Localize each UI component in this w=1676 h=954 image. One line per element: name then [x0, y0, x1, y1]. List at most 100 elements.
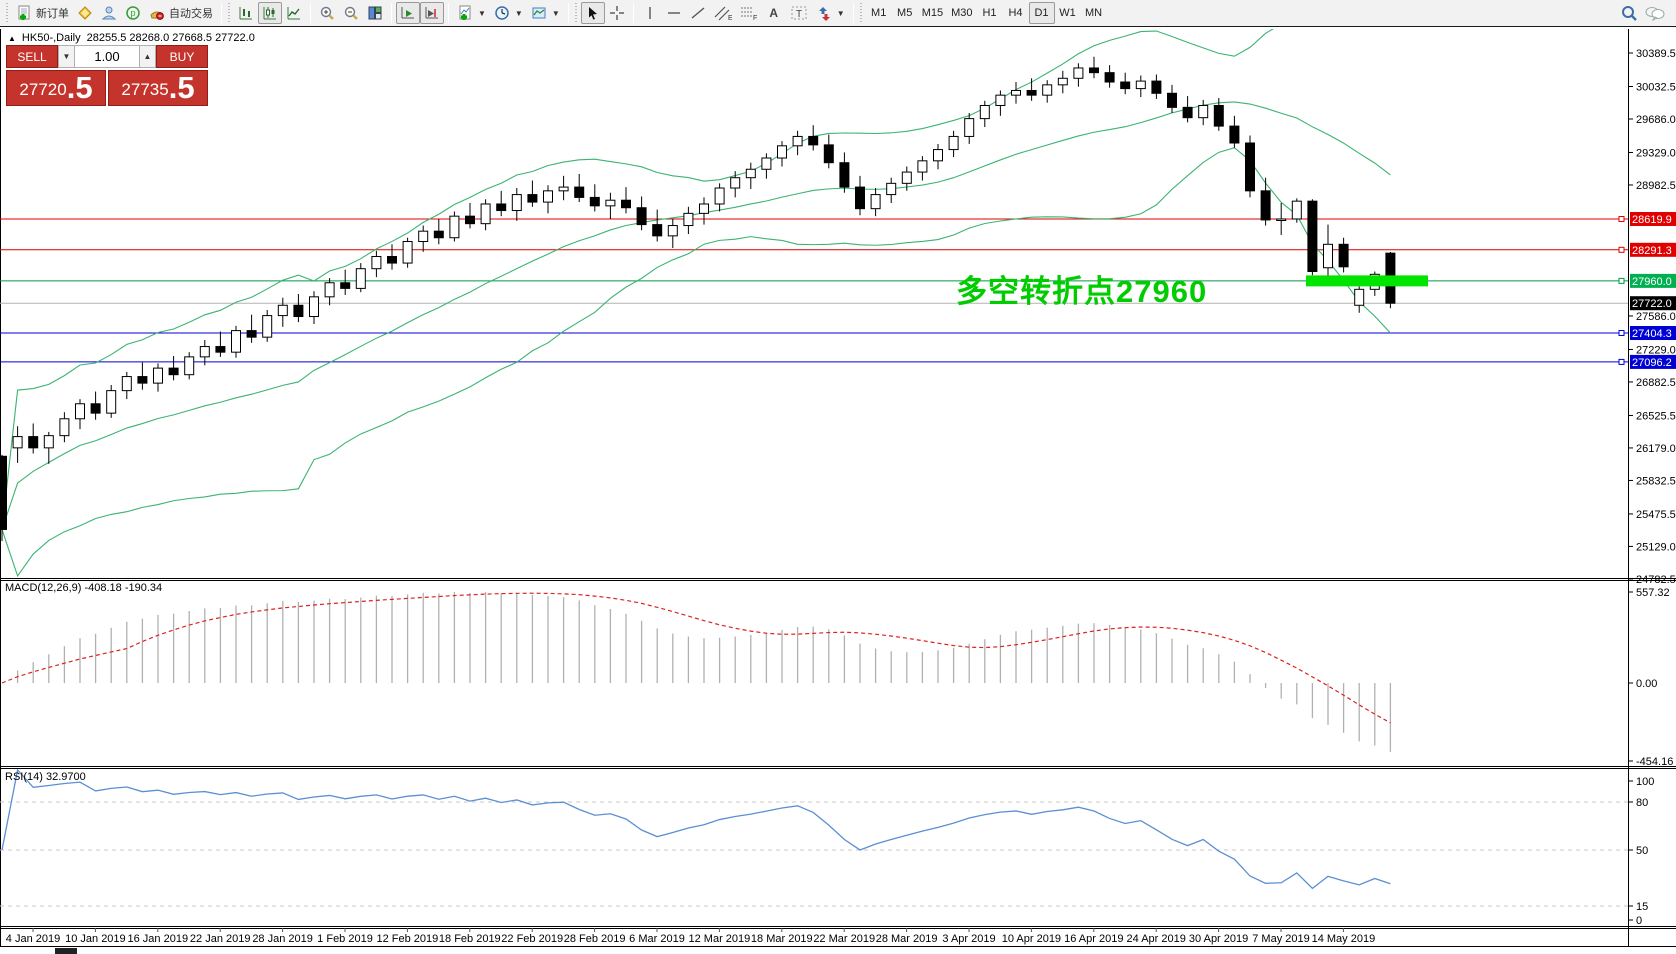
- periods-button[interactable]: ▼: [490, 2, 527, 24]
- timeframe-d1-button[interactable]: D1: [1028, 2, 1055, 24]
- indicators-button[interactable]: ▼: [453, 2, 490, 24]
- channel-icon: E: [714, 6, 732, 21]
- date-axis-label[interactable]: 18 Mar 2019: [751, 933, 813, 945]
- volume-decrease-button[interactable]: ▼: [58, 45, 75, 68]
- date-axis-label[interactable]: 30 Apr 2019: [1189, 933, 1248, 945]
- macd-axis-tick: 557.32: [1636, 587, 1670, 599]
- toolbar-grip[interactable]: [227, 3, 231, 23]
- candle: [137, 362, 148, 390]
- search-icon[interactable]: [1620, 4, 1638, 22]
- autotrading-label: 自动交易: [169, 8, 213, 20]
- fibonacci-button[interactable]: F: [736, 2, 762, 24]
- sell-button[interactable]: SELL: [6, 45, 58, 68]
- date-axis-label[interactable]: 12 Feb 2019: [377, 933, 439, 945]
- dropdown-caret: ▼: [836, 8, 845, 18]
- sell-price-pips: .5: [66, 70, 93, 105]
- auto-scroll-button[interactable]: [396, 2, 420, 24]
- tile-windows-button[interactable]: [363, 2, 387, 24]
- date-axis-label[interactable]: 28 Feb 2019: [564, 933, 626, 945]
- text-label-button[interactable]: T: [786, 2, 812, 24]
- line-anchor-marker[interactable]: [1618, 246, 1625, 253]
- toolbar-grip[interactable]: [5, 3, 9, 23]
- chart-canvas[interactable]: 30389.5 30032.5 29686.0 29329.0 28982.5 27586…: [0, 27, 1676, 954]
- strategy-button[interactable]: p: [121, 2, 145, 24]
- zoom-in-button[interactable]: [315, 2, 339, 24]
- profile-button[interactable]: [97, 2, 121, 24]
- date-axis-label[interactable]: 28 Mar 2019: [876, 933, 938, 945]
- timeframe-m15-button[interactable]: M15: [921, 7, 944, 19]
- date-axis-label[interactable]: 22 Mar 2019: [813, 933, 875, 945]
- line-anchor-marker[interactable]: [1618, 330, 1625, 337]
- date-axis-label[interactable]: 28 Jan 2019: [252, 933, 313, 945]
- cursor-button[interactable]: [580, 2, 605, 24]
- horizontal-line-button[interactable]: [662, 2, 686, 24]
- date-axis-label[interactable]: 22 Jan 2019: [190, 933, 251, 945]
- candle: [527, 180, 538, 207]
- date-axis-label[interactable]: 16 Apr 2019: [1064, 933, 1123, 945]
- chat-icon[interactable]: [1644, 4, 1666, 22]
- vertical-line-button[interactable]: [638, 2, 662, 24]
- date-axis-label[interactable]: 10 Jan 2019: [65, 933, 126, 945]
- sell-price-main: 27720: [19, 80, 67, 99]
- toolbar-separator: [448, 3, 449, 23]
- candle: [1323, 224, 1333, 279]
- date-axis-label[interactable]: 1 Feb 2019: [317, 933, 373, 945]
- templates-button[interactable]: ▼: [527, 2, 564, 24]
- autotrading-button[interactable]: 自动交易: [145, 2, 217, 24]
- date-axis-label[interactable]: 12 Mar 2019: [689, 933, 751, 945]
- date-axis-label[interactable]: 10 Apr 2019: [1002, 933, 1061, 945]
- price-tag-27096.2: [1630, 354, 1676, 369]
- crosshair-button[interactable]: [605, 2, 629, 24]
- toolbar-separator: [310, 3, 311, 23]
- timeframe-h1-button[interactable]: H1: [982, 7, 997, 19]
- timeframe-m5-button[interactable]: M5: [897, 7, 913, 19]
- date-axis-label[interactable]: 14 May 2019: [1312, 933, 1376, 945]
- text-button[interactable]: A: [762, 2, 786, 24]
- timeframe-w1-button[interactable]: W1: [1059, 7, 1076, 19]
- volume-increase-button[interactable]: ▲: [139, 45, 156, 68]
- market-watch-button[interactable]: [73, 2, 97, 24]
- trendline-button[interactable]: [686, 2, 710, 24]
- arrows-button[interactable]: ▼: [812, 2, 849, 24]
- symbol-expander-icon[interactable]: ▲: [8, 33, 16, 43]
- buy-button[interactable]: BUY: [156, 45, 208, 68]
- price-tag-28619.9: [1630, 211, 1676, 226]
- price-axis-tick: 26882.5: [1636, 377, 1676, 389]
- date-axis-label[interactable]: 24 Apr 2019: [1127, 933, 1186, 945]
- bar-chart-button[interactable]: [234, 2, 258, 24]
- line-chart-button[interactable]: [282, 2, 306, 24]
- candle: [511, 188, 522, 221]
- date-axis-label[interactable]: 18 Feb 2019: [439, 933, 501, 945]
- toolbar-separator: [391, 3, 392, 23]
- timeframe-m30-button[interactable]: M30: [951, 7, 973, 19]
- date-axis-label[interactable]: 3 Apr 2019: [942, 933, 995, 945]
- line-anchor-marker[interactable]: [1618, 277, 1625, 284]
- volume-input[interactable]: 1.00: [75, 45, 139, 68]
- symbol-header: ▲ HK50-,Daily 28255.5 28268.0 27668.5 27…: [8, 32, 255, 44]
- sell-price-panel[interactable]: 27720.5: [6, 70, 106, 106]
- date-axis-label[interactable]: 4 Jan 2019: [6, 933, 60, 945]
- date-axis-label[interactable]: 6 Mar 2019: [629, 933, 685, 945]
- candle: [589, 184, 600, 212]
- buy-price-panel[interactable]: 27735.5: [108, 70, 208, 106]
- indicators-icon: [459, 5, 471, 20]
- timeframe-h4-button[interactable]: H4: [1008, 7, 1023, 19]
- chart-shift-button[interactable]: [420, 2, 444, 24]
- timeframe-m1-button[interactable]: M1: [871, 7, 887, 19]
- macd-signal-line: [1, 592, 1391, 724]
- candle: [1198, 99, 1209, 126]
- date-axis-label[interactable]: 16 Jan 2019: [128, 933, 189, 945]
- zoom-out-button[interactable]: [339, 2, 363, 24]
- new-order-button[interactable]: 新订单: [12, 2, 73, 24]
- line-anchor-marker[interactable]: [1618, 215, 1625, 222]
- toolbar-grip[interactable]: [573, 3, 578, 23]
- date-axis-label[interactable]: 22 Feb 2019: [501, 933, 563, 945]
- channel-button[interactable]: E: [710, 2, 736, 24]
- pivot-highlight-bar: [1306, 275, 1428, 287]
- candlestick-chart-button[interactable]: [258, 2, 282, 24]
- timeframe-mn-button[interactable]: MN: [1084, 7, 1103, 19]
- line-anchor-marker[interactable]: [1618, 358, 1625, 365]
- svg-text:F: F: [753, 15, 757, 21]
- date-axis-label[interactable]: 7 May 2019: [1252, 933, 1309, 945]
- toolbar-grip[interactable]: [858, 3, 863, 23]
